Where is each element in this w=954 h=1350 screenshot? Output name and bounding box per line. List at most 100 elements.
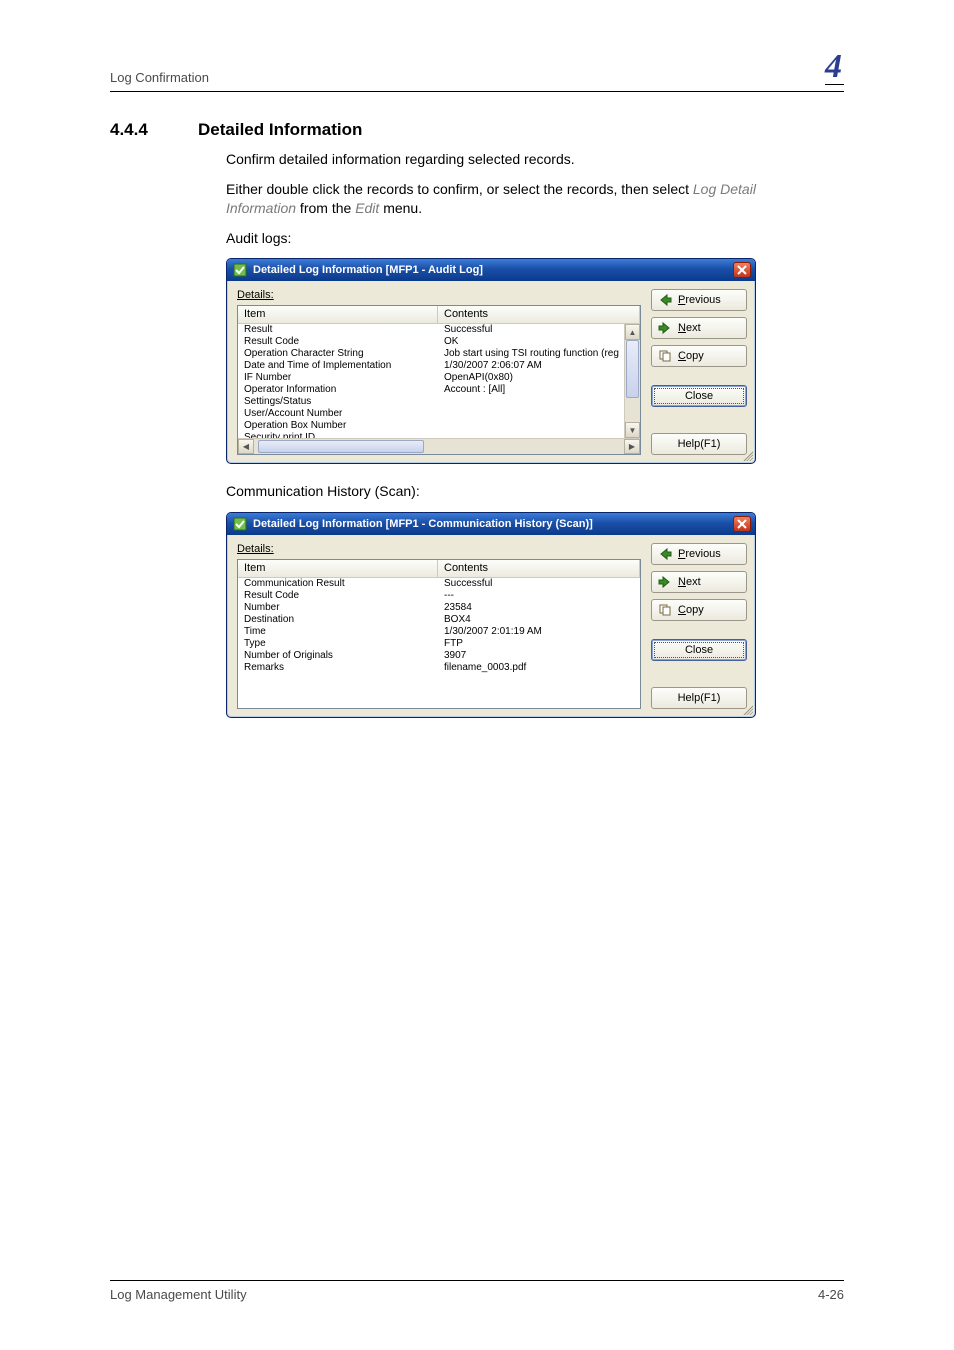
listview-rows-wrap: Communication ResultSuccessfulResult Cod… <box>238 578 640 708</box>
cell-contents: Job start using TSI routing function (re… <box>438 348 640 360</box>
help-button[interactable]: Help(F1) <box>651 433 747 455</box>
cell-contents <box>438 420 640 432</box>
next-button[interactable]: Next <box>651 317 747 339</box>
prev-rest: revious <box>685 294 720 306</box>
hscroll-track[interactable] <box>254 439 624 454</box>
cell-item: Operation Character String <box>238 348 438 360</box>
next-button[interactable]: Next <box>651 571 747 593</box>
cell-contents: 3907 <box>438 650 640 662</box>
table-row[interactable]: Result CodeOK <box>238 336 640 348</box>
table-row[interactable]: DestinationBOX4 <box>238 614 640 626</box>
cell-contents <box>438 408 640 420</box>
details-panel: Details: Item Contents Communication Res… <box>237 543 641 709</box>
chapter-number: 4 <box>825 50 844 85</box>
table-row[interactable]: ResultSuccessful <box>238 324 640 336</box>
listview-header[interactable]: Item Contents <box>238 306 640 324</box>
table-row[interactable]: IF NumberOpenAPI(0x80) <box>238 372 640 384</box>
previous-button[interactable]: Previous <box>651 543 747 565</box>
table-row[interactable]: TypeFTP <box>238 638 640 650</box>
cell-contents: OK <box>438 336 640 348</box>
cell-item: User/Account Number <box>238 408 438 420</box>
table-row[interactable]: Time1/30/2007 2:01:19 AM <box>238 626 640 638</box>
scroll-down-icon[interactable]: ▼ <box>625 422 640 438</box>
resize-grip-icon[interactable] <box>741 703 753 715</box>
para-2: Either double click the records to confi… <box>226 180 776 219</box>
table-row[interactable]: Security print ID <box>238 432 640 438</box>
cell-contents <box>438 432 640 438</box>
vertical-scrollbar[interactable]: ▲ ▼ <box>624 324 640 438</box>
listview-rows: Communication ResultSuccessfulResult Cod… <box>238 578 640 674</box>
copy-label: Copy <box>678 350 704 362</box>
table-row[interactable]: Result Code--- <box>238 590 640 602</box>
table-row[interactable]: Operation Box Number <box>238 420 640 432</box>
resize-grip-icon[interactable] <box>741 449 753 461</box>
help-button[interactable]: Help(F1) <box>651 687 747 709</box>
hscroll-thumb[interactable] <box>258 440 425 453</box>
close-button[interactable]: Close <box>651 639 747 661</box>
col-item[interactable]: Item <box>238 306 438 323</box>
scroll-left-icon[interactable]: ◀ <box>238 439 254 454</box>
footer: Log Management Utility 4-26 <box>110 1280 844 1302</box>
cell-item: Type <box>238 638 438 650</box>
titlebar[interactable]: Detailed Log Information [MFP1 - Communi… <box>227 513 755 535</box>
scroll-up-icon[interactable]: ▲ <box>625 324 640 340</box>
spacer <box>651 373 747 379</box>
details-listview[interactable]: Item Contents Communication ResultSucces… <box>237 559 641 709</box>
table-row[interactable]: Number of Originals3907 <box>238 650 640 662</box>
cell-item: Number of Originals <box>238 650 438 662</box>
table-row[interactable]: Settings/Status <box>238 396 640 408</box>
details-label: Details: <box>237 289 641 301</box>
table-row[interactable]: Communication ResultSuccessful <box>238 578 640 590</box>
listview-header[interactable]: Item Contents <box>238 560 640 578</box>
col-item[interactable]: Item <box>238 560 438 577</box>
cell-item: Security print ID <box>238 432 438 438</box>
table-row[interactable]: User/Account Number <box>238 408 640 420</box>
para2-post: menu. <box>379 200 422 216</box>
help-label: Help(F1) <box>678 692 721 704</box>
spacer <box>651 667 747 681</box>
close-icon[interactable] <box>733 516 751 532</box>
cell-item: Date and Time of Implementation <box>238 360 438 372</box>
cell-item: Operator Information <box>238 384 438 396</box>
details-panel: Details: Item Contents ResultSuccessfulR… <box>237 289 641 455</box>
cell-contents: 23584 <box>438 602 640 614</box>
details-listview[interactable]: Item Contents ResultSuccessfulResult Cod… <box>237 305 641 455</box>
scroll-thumb[interactable] <box>626 340 639 397</box>
table-row[interactable]: Operator InformationAccount : [All] <box>238 384 640 396</box>
horizontal-scrollbar[interactable]: ◀ ▶ <box>238 438 640 454</box>
cell-item: Result <box>238 324 438 336</box>
table-row[interactable]: Number23584 <box>238 602 640 614</box>
previous-label: Previous <box>678 548 721 560</box>
cell-contents: Account : [All] <box>438 384 640 396</box>
table-row[interactable]: Date and Time of Implementation1/30/2007… <box>238 360 640 372</box>
edit-menu-ref: Edit <box>355 200 379 216</box>
cell-item: Remarks <box>238 662 438 674</box>
copy-button[interactable]: Copy <box>651 345 747 367</box>
body-column-2: Communication History (Scan): <box>226 482 776 502</box>
scroll-track[interactable] <box>625 340 640 422</box>
col-contents[interactable]: Contents <box>438 560 640 577</box>
table-row[interactable]: Remarksfilename_0003.pdf <box>238 662 640 674</box>
col-contents[interactable]: Contents <box>438 306 640 323</box>
cell-item: Number <box>238 602 438 614</box>
scroll-right-icon[interactable]: ▶ <box>624 439 640 454</box>
titlebar[interactable]: Detailed Log Information [MFP1 - Audit L… <box>227 259 755 281</box>
para-1: Confirm detailed information regarding s… <box>226 150 776 170</box>
cell-item: Settings/Status <box>238 396 438 408</box>
arrow-right-icon <box>658 321 672 335</box>
copy-button[interactable]: Copy <box>651 599 747 621</box>
previous-button[interactable]: Previous <box>651 289 747 311</box>
table-row[interactable]: Operation Character StringJob start usin… <box>238 348 640 360</box>
cell-contents: FTP <box>438 638 640 650</box>
cell-contents: 1/30/2007 2:06:07 AM <box>438 360 640 372</box>
cell-item: Result Code <box>238 590 438 602</box>
close-icon[interactable] <box>733 262 751 278</box>
cell-contents: Successful <box>438 324 640 336</box>
cell-item: Time <box>238 626 438 638</box>
para2-pre: Either double click the records to confi… <box>226 181 693 197</box>
section-title: Detailed Information <box>198 120 362 140</box>
close-button[interactable]: Close <box>651 385 747 407</box>
footer-rule <box>110 1280 844 1281</box>
copy-rest: opy <box>686 604 704 616</box>
title-left: Detailed Log Information [MFP1 - Audit L… <box>233 263 483 277</box>
